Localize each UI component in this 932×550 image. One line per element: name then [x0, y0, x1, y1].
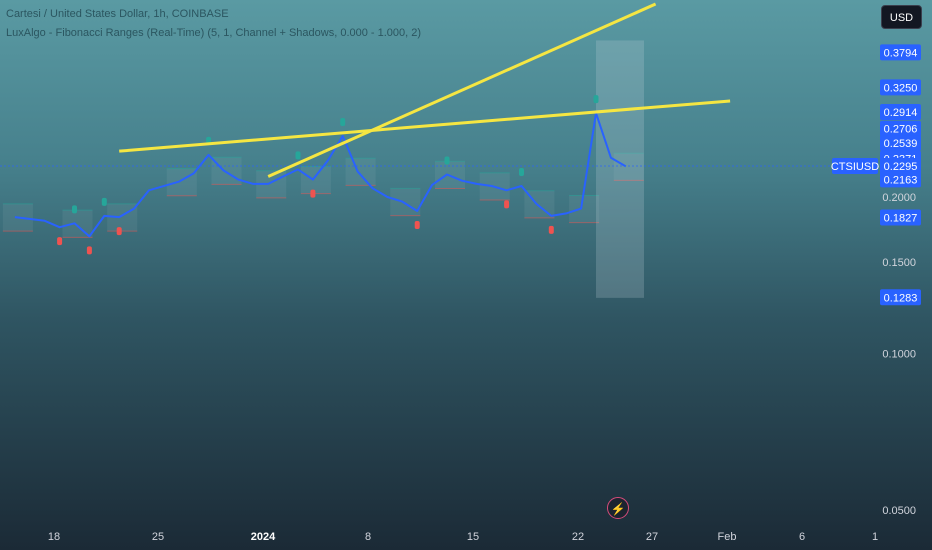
fibonacci-ranges: [2, 40, 644, 298]
price-tag-label: 0.3794: [884, 47, 918, 59]
x-tick-label: 18: [48, 531, 60, 543]
chart-title: Cartesi / United States Dollar, 1h, COIN…: [6, 8, 229, 20]
bull-marker: [72, 205, 77, 214]
price-tag-label: 0.1827: [884, 212, 918, 224]
range-box: [345, 158, 376, 186]
bear-marker: [57, 237, 63, 246]
x-tick-label: 27: [646, 531, 658, 543]
x-axis: 18 25 2024 8 15 22 27 Feb 6 1: [48, 531, 878, 543]
range-box: [62, 210, 93, 238]
range-box: [613, 153, 644, 181]
bull-marker: [519, 167, 524, 176]
range-box: [300, 166, 331, 194]
y-tick-label: 0.0500: [882, 505, 916, 517]
price-labels: 0.37940.32500.29140.27060.25390.23710.22…: [831, 44, 921, 306]
bear-marker: [414, 220, 420, 229]
y-tick-label: 0.1000: [882, 349, 916, 361]
price-tag: [880, 79, 921, 96]
x-tick-label: 25: [152, 531, 164, 543]
bull-marker: [340, 118, 346, 127]
indicator-legend[interactable]: LuxAlgo - Fibonacci Ranges (Real-Time) (…: [6, 27, 422, 39]
price-tag: [880, 103, 921, 120]
y-tick-label: 0.1500: [882, 257, 916, 269]
x-tick-label: 15: [467, 531, 479, 543]
price-tag: [880, 157, 921, 174]
x-tick-label: Feb: [718, 531, 737, 543]
price-tag-label: 0.2539: [884, 138, 918, 150]
price-tag: [880, 289, 921, 306]
price-tag-label: 0.1283: [884, 292, 918, 304]
x-tick-label: 22: [572, 531, 584, 543]
price-tag: [880, 44, 921, 61]
bear-marker: [310, 189, 316, 198]
bear-marker: [86, 246, 92, 255]
price-tag-label: 0.2163: [884, 174, 918, 186]
trendline[interactable]: [119, 99, 731, 153]
price-tag-label: 0.2295: [884, 161, 918, 173]
symbol-tag: [832, 157, 878, 174]
price-tag-label: 0.2706: [884, 124, 918, 136]
price-tag: [880, 135, 921, 152]
price-tag-label: 0.2914: [884, 107, 918, 119]
y-axis: 0.2000 0.1500 0.1000 0.0500: [882, 192, 916, 517]
x-tick-label: 2024: [251, 531, 276, 543]
bear-marker: [504, 200, 510, 209]
range-box: [390, 188, 421, 216]
bear-marker: [116, 227, 122, 236]
bear-marker: [548, 225, 554, 234]
x-tick-label: 8: [365, 531, 371, 543]
bull-marker: [101, 197, 107, 206]
bull-marker: [295, 151, 301, 160]
signal-markers: [57, 95, 599, 255]
spike-range-column: [596, 40, 644, 298]
trendlines[interactable]: [119, 2, 731, 178]
bull-marker: [593, 95, 599, 104]
range-box: [166, 168, 197, 196]
lightning-icon[interactable]: ⚡: [607, 497, 629, 519]
bull-marker: [444, 156, 450, 165]
price-tag: [880, 209, 921, 226]
x-tick-label: 1: [872, 531, 878, 543]
range-box: [569, 195, 600, 223]
currency-button[interactable]: USD: [881, 5, 922, 29]
price-tag: [880, 120, 921, 137]
symbol-tag-label: CTSIUSD: [831, 161, 879, 173]
price-tag-label: 0.3250: [884, 82, 918, 94]
y-tick-label: 0.2000: [882, 192, 916, 204]
trendline[interactable]: [267, 2, 657, 178]
x-tick-label: 6: [799, 531, 805, 543]
price-tag: [880, 171, 921, 188]
